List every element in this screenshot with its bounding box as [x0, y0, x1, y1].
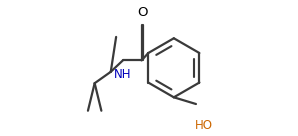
Text: NH: NH — [114, 68, 131, 81]
Text: O: O — [137, 7, 148, 19]
Text: HO: HO — [195, 119, 213, 132]
